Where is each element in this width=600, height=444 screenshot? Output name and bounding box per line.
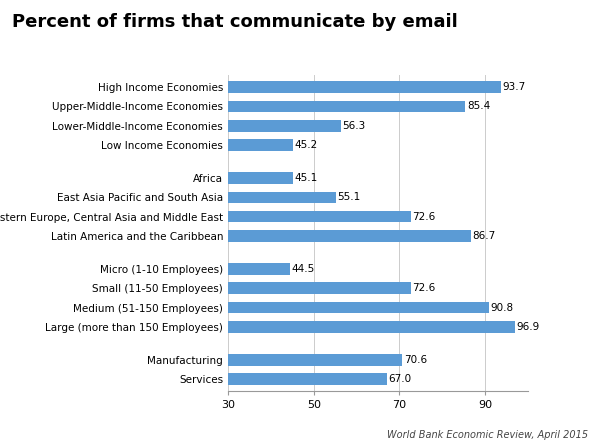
Bar [228,282,410,294]
Text: Percent of firms that communicate by email: Percent of firms that communicate by ema… [12,13,458,32]
Bar [228,101,466,112]
Text: World Bank Economic Review, April 2015: World Bank Economic Review, April 2015 [387,429,588,440]
Text: 67.0: 67.0 [388,374,412,384]
Text: 72.6: 72.6 [412,212,436,222]
Bar [228,120,341,131]
Text: 56.3: 56.3 [343,121,365,131]
Text: 96.9: 96.9 [517,322,539,332]
Bar [228,230,471,242]
Text: 85.4: 85.4 [467,101,490,111]
Bar [228,354,402,365]
Bar [228,81,501,93]
Text: 93.7: 93.7 [503,82,526,92]
Text: 90.8: 90.8 [490,302,514,313]
Bar [228,373,386,385]
Bar [228,321,515,333]
Text: 70.6: 70.6 [404,355,427,365]
Bar [228,302,488,313]
Bar [228,263,290,275]
Text: 44.5: 44.5 [292,264,315,274]
Text: 45.2: 45.2 [295,140,318,150]
Bar [228,172,293,184]
Text: 55.1: 55.1 [337,192,361,202]
Text: 86.7: 86.7 [473,231,496,241]
Text: 45.1: 45.1 [295,173,317,183]
Bar [228,191,335,203]
Text: 72.6: 72.6 [412,283,436,293]
Bar [228,211,410,222]
Bar [228,139,293,151]
